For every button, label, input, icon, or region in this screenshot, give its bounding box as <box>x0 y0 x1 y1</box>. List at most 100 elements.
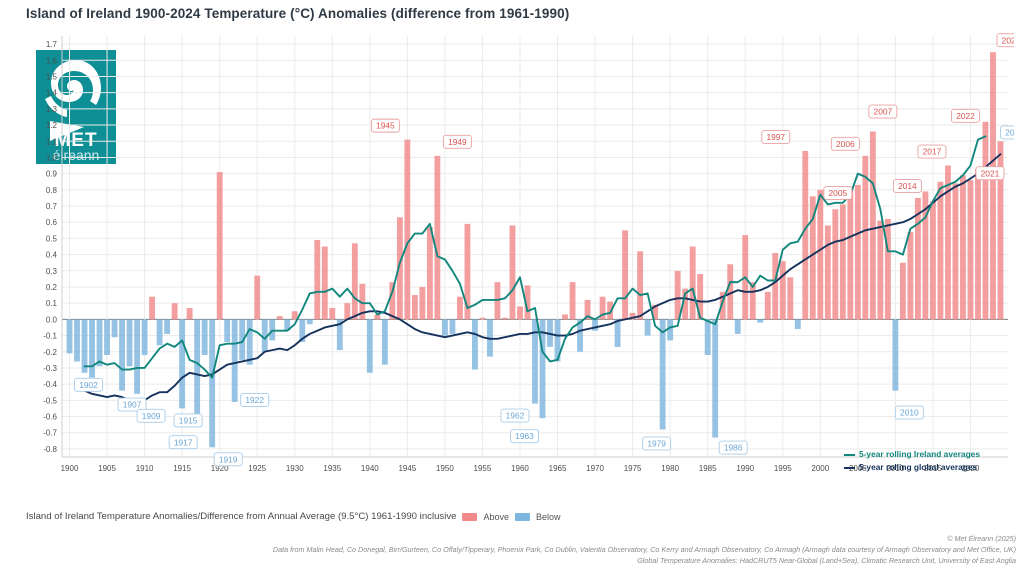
y-axis-tick-label: 1.0 <box>46 153 58 162</box>
legend-global-line: 5-year rolling global averages <box>843 461 980 474</box>
anomaly-bar <box>719 291 726 320</box>
anomaly-bar <box>119 319 125 391</box>
anomaly-bar <box>381 319 388 365</box>
data-label: 1997 <box>761 130 791 144</box>
anomaly-bar <box>689 246 696 320</box>
anomaly-bar <box>704 319 711 355</box>
x-axis-tick-label: 1915 <box>173 464 191 473</box>
anomaly-bar <box>104 319 110 355</box>
anomaly-bar <box>224 319 231 343</box>
anomaly-bar <box>817 189 824 320</box>
data-label: 2021 <box>975 166 1005 181</box>
anomaly-bar <box>914 197 921 320</box>
anomaly-bar <box>156 319 163 346</box>
x-axis-tick-label: 1970 <box>586 464 604 473</box>
anomaly-bar <box>929 201 936 320</box>
anomaly-bar <box>659 319 666 430</box>
svg-text:1997: 1997 <box>766 132 785 142</box>
anomaly-bar <box>877 220 884 320</box>
anomaly-bar <box>209 319 216 448</box>
svg-text:1949: 1949 <box>448 137 467 147</box>
anomaly-bar <box>779 261 786 320</box>
anomaly-bar <box>967 180 974 320</box>
footer-global-source: Global Temperature Anomalies: HadCRUT5 N… <box>637 556 1016 565</box>
y-axis-tick-label: 0.3 <box>46 267 58 276</box>
y-axis-tick-label: 1.4 <box>46 89 58 98</box>
anomaly-bar <box>757 319 764 323</box>
svg-text:2024: 2024 <box>1005 127 1014 137</box>
x-axis-tick-label: 1960 <box>511 464 529 473</box>
anomaly-bar <box>299 319 306 343</box>
anomaly-bar <box>847 188 854 320</box>
x-axis-tick-label: 1940 <box>361 464 379 473</box>
x-axis-tick-label: 1995 <box>774 464 792 473</box>
anomaly-bar <box>134 319 141 394</box>
anomaly-bar <box>907 231 914 320</box>
data-label: 2006 <box>830 136 860 151</box>
anomaly-bar <box>607 301 614 320</box>
data-label: 1962 <box>500 408 530 423</box>
anomaly-bar <box>456 296 463 320</box>
met-eireann-logo-mark: MET éireann <box>45 60 101 163</box>
anomaly-bar <box>832 209 839 320</box>
anomaly-bar <box>764 291 771 320</box>
anomaly-bar <box>246 319 253 365</box>
y-axis-tick-label: 0.0 <box>46 315 58 324</box>
data-label: 1917 <box>168 435 198 450</box>
anomaly-bar <box>434 155 441 320</box>
anomaly-bar <box>637 251 644 320</box>
x-axis-tick-label: 1905 <box>98 464 116 473</box>
legend-above-label: Above <box>483 511 510 522</box>
page-title: Island of Ireland 1900-2024 Temperature … <box>26 6 570 21</box>
anomaly-bar <box>171 303 178 320</box>
svg-text:1922: 1922 <box>245 395 264 405</box>
anomaly-bar <box>749 282 756 320</box>
anomaly-bar <box>922 191 929 320</box>
svg-text:1945: 1945 <box>376 121 395 131</box>
anomaly-bar <box>674 270 681 320</box>
anomaly-bar <box>982 121 989 320</box>
svg-text:2023: 2023 <box>1002 35 1014 45</box>
anomaly-bar <box>411 295 418 320</box>
anomaly-bar <box>81 319 88 373</box>
rolling-ireland-line <box>83 135 987 379</box>
anomaly-bar <box>126 319 133 367</box>
y-axis-tick-label: -0.8 <box>43 445 57 454</box>
anomaly-bar <box>231 319 238 402</box>
anomaly-bar <box>179 319 186 409</box>
x-axis-tick-label: 1930 <box>286 464 304 473</box>
anomaly-bar <box>329 308 336 320</box>
data-label: 2023 <box>996 33 1014 48</box>
anomaly-bar <box>614 319 621 347</box>
line-legend: 5-year rolling Ireland averages 5-year r… <box>843 448 980 474</box>
svg-text:2022: 2022 <box>956 111 975 121</box>
chart-footer: © Met Éireann (2025) Data from Malin Hea… <box>273 533 1016 566</box>
chart-caption: Island of Ireland Temperature Anomalies/… <box>26 511 561 522</box>
data-label: 2022 <box>951 108 980 123</box>
anomaly-bar <box>186 308 193 320</box>
data-label: 1922 <box>240 392 270 407</box>
anomaly-bar <box>254 275 261 320</box>
x-axis-tick-label: 1980 <box>661 464 679 473</box>
anomaly-bar <box>839 204 846 320</box>
anomaly-bar <box>727 264 734 320</box>
anomaly-bar <box>802 150 809 320</box>
anomaly-bar <box>389 282 396 320</box>
caption-text: Island of Ireland Temperature Anomalies/… <box>26 511 457 522</box>
anomaly-bar <box>854 184 861 320</box>
anomaly-bar <box>592 319 598 331</box>
data-label: 2024 <box>1000 125 1014 140</box>
data-label: 1919 <box>213 452 243 467</box>
y-axis-tick-label: 0.7 <box>46 202 58 211</box>
legend-global-swatch <box>843 466 855 469</box>
anomaly-bar <box>441 319 448 336</box>
x-axis-tick-label: 2015 <box>924 464 942 473</box>
anomaly-bar <box>141 319 148 355</box>
anomaly-bar <box>216 172 223 320</box>
y-axis-tick-label: -0.5 <box>43 396 57 405</box>
anomaly-bar <box>419 286 426 320</box>
y-axis-tick-label: -0.3 <box>43 364 57 373</box>
legend-above-swatch <box>462 512 478 521</box>
svg-text:2021: 2021 <box>981 168 1000 178</box>
anomaly-bar <box>74 319 80 362</box>
